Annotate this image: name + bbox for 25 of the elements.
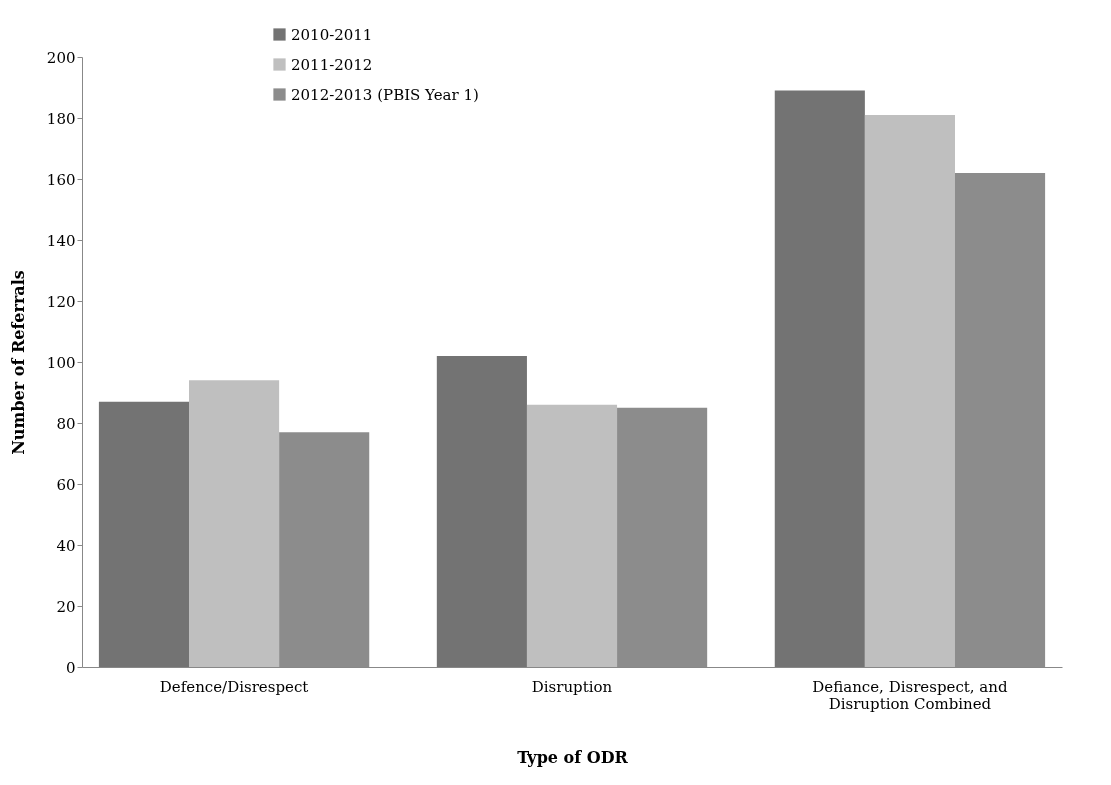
x-tick-label: Disruption xyxy=(531,677,613,696)
bar xyxy=(98,401,190,667)
legend-label: 2012-2013 (PBIS Year 1) xyxy=(291,85,479,104)
y-tick-label: 100 xyxy=(46,353,76,372)
y-axis-title: Number of Referrals xyxy=(8,270,28,455)
x-tick-label: Defence/Disrespect xyxy=(159,677,309,696)
y-tick-label: 20 xyxy=(56,597,76,616)
legend-label: 2011-2012 xyxy=(291,55,373,74)
bar xyxy=(436,355,527,667)
x-tick-label: Defiance, Disrespect, and Disruption Combined xyxy=(812,677,1008,713)
y-tick-label: 200 xyxy=(46,48,76,67)
y-tick-label: 140 xyxy=(46,231,76,250)
y-tick-label: 60 xyxy=(56,475,76,494)
bar xyxy=(774,90,865,667)
bar xyxy=(189,380,280,667)
bar xyxy=(864,114,955,667)
x-axis-title: Type of ODR xyxy=(517,747,629,767)
y-tick-label: 160 xyxy=(46,170,76,189)
y-tick-label: 0 xyxy=(65,658,76,677)
y-tick-label: 180 xyxy=(46,109,76,128)
y-tick-label: 120 xyxy=(46,292,76,311)
y-tick-label: 80 xyxy=(56,414,76,433)
bar xyxy=(526,404,618,667)
y-tick-label: 40 xyxy=(56,536,76,555)
legend-label: 2010-2011 xyxy=(291,25,373,44)
